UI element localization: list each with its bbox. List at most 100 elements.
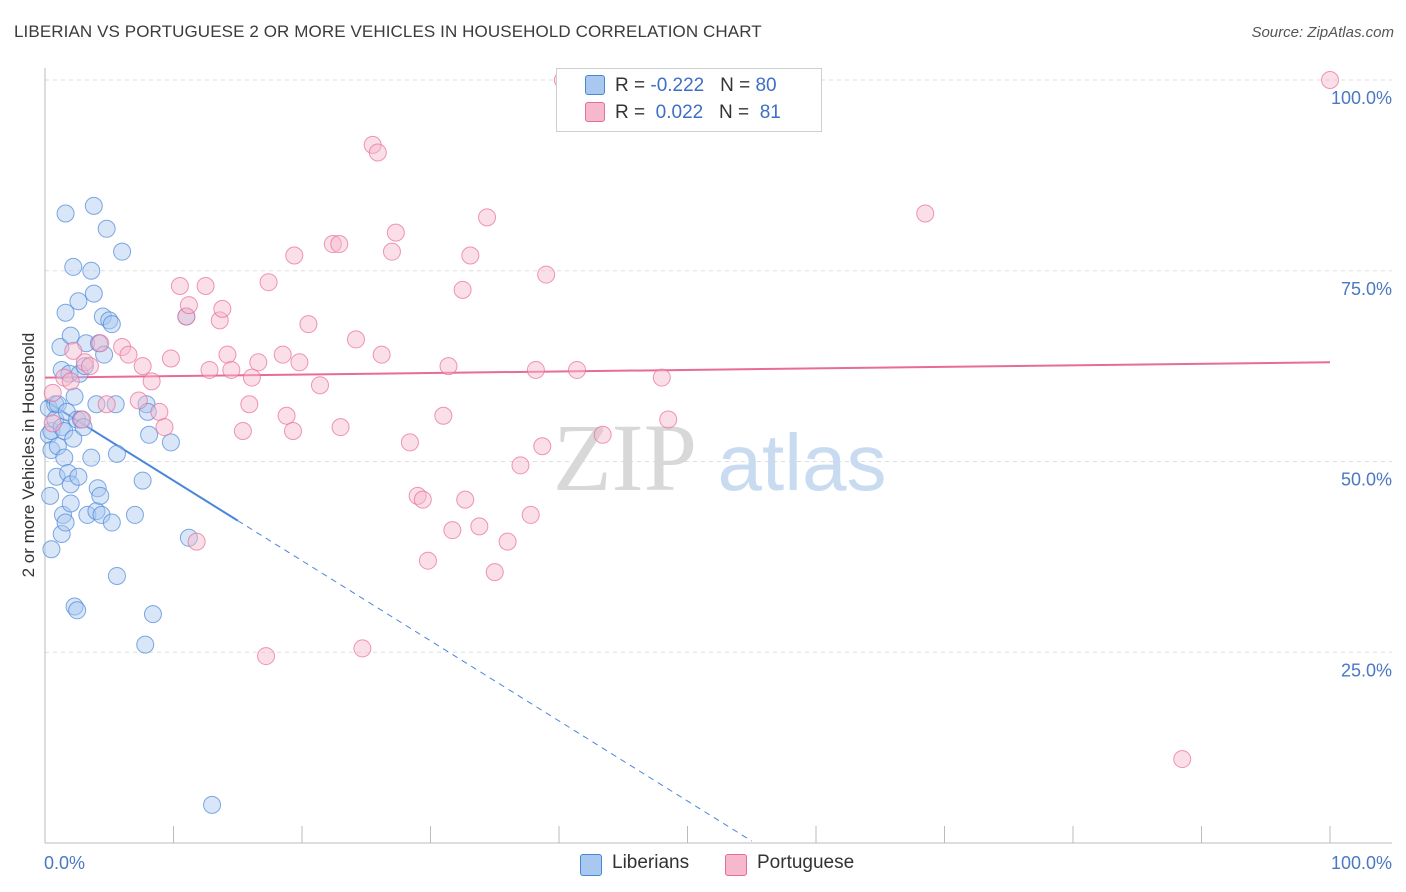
- data-point: [652, 368, 671, 387]
- data-point: [161, 349, 180, 368]
- data-point: [439, 357, 458, 376]
- data-point: [353, 639, 372, 658]
- data-point: [187, 532, 206, 551]
- data-point: [82, 448, 101, 467]
- y-tick-label: 50.0%: [1341, 470, 1392, 490]
- data-point: [143, 605, 162, 624]
- data-point: [161, 433, 180, 452]
- data-point: [413, 490, 432, 509]
- data-point: [75, 357, 94, 376]
- watermark: ZIP atlas: [553, 404, 886, 511]
- data-point: [242, 368, 261, 387]
- n-label: N =: [719, 102, 755, 123]
- data-point: [102, 315, 121, 334]
- data-point: [43, 414, 62, 433]
- data-point: [95, 345, 114, 364]
- data-point: [56, 204, 75, 223]
- r-value: 0.022: [650, 102, 704, 123]
- data-point: [102, 513, 121, 532]
- data-point: [133, 471, 152, 490]
- data-point: [113, 242, 132, 261]
- data-point: [1321, 71, 1339, 89]
- data-point: [346, 330, 365, 349]
- data-point: [470, 517, 489, 536]
- data-point: [41, 486, 60, 505]
- data-point: [142, 372, 161, 391]
- data-point: [521, 505, 540, 524]
- data-point: [461, 246, 480, 265]
- legend-swatch-liberians: [585, 75, 605, 95]
- trend-line-liberians-extension: [237, 520, 753, 842]
- x-tick-label: 100.0%: [1331, 853, 1392, 873]
- data-point: [456, 490, 475, 509]
- data-point: [537, 265, 556, 284]
- data-point: [200, 360, 219, 379]
- data-point: [533, 437, 552, 456]
- legend-swatch-liberians: [580, 854, 602, 876]
- series-legend: Liberians Portuguese: [0, 852, 1406, 878]
- data-point: [61, 372, 80, 391]
- data-point: [400, 433, 419, 452]
- data-point: [240, 395, 259, 414]
- data-point: [330, 235, 349, 254]
- legend-swatch-portuguese: [585, 102, 605, 122]
- data-point: [42, 540, 61, 559]
- correlation-legend: R = -0.222 N = 80 R = 0.022 N = 81: [556, 68, 822, 132]
- chart-title: LIBERIAN VS PORTUGUESE 2 OR MORE VEHICLE…: [14, 22, 762, 41]
- data-point: [284, 421, 303, 440]
- data-point: [443, 521, 462, 540]
- data-point: [82, 261, 101, 280]
- data-point: [43, 383, 62, 402]
- data-point: [273, 345, 292, 364]
- data-point: [140, 425, 159, 444]
- data-point: [177, 307, 196, 326]
- data-point: [498, 532, 517, 551]
- data-point: [56, 513, 75, 532]
- data-point: [73, 410, 92, 429]
- data-point: [511, 456, 530, 475]
- data-point: [97, 219, 116, 238]
- data-point: [453, 280, 472, 299]
- trend-line-portuguese: [44, 361, 1331, 379]
- data-point: [57, 402, 76, 421]
- data-point: [91, 486, 110, 505]
- data-point: [87, 395, 106, 414]
- watermark-atlas: atlas: [718, 418, 887, 507]
- y-tick-label: 100.0%: [1331, 88, 1392, 108]
- data-point: [136, 635, 155, 654]
- data-point: [56, 303, 75, 322]
- data-point: [129, 391, 148, 410]
- data-point: [386, 223, 405, 242]
- r-label: R =: [615, 75, 651, 96]
- data-point: [84, 284, 103, 303]
- data-point: [69, 467, 88, 486]
- legend-label-portuguese: Portuguese: [757, 852, 855, 873]
- data-point: [68, 601, 87, 620]
- tick-labels: 25.0% 50.0% 75.0% 100.0% 0.0% 100.0%: [44, 88, 1392, 873]
- data-point: [249, 353, 268, 372]
- trend-lines: [44, 361, 1331, 842]
- data-point: [65, 387, 84, 406]
- legend-swatch-portuguese: [725, 854, 747, 876]
- data-point: [368, 143, 387, 162]
- data-point: [434, 406, 453, 425]
- data-point: [64, 341, 83, 360]
- data-point: [218, 345, 237, 364]
- data-point: [92, 505, 111, 524]
- data-point: [203, 795, 222, 814]
- data-point: [567, 360, 586, 379]
- legend-label-liberians: Liberians: [612, 852, 690, 873]
- data-point: [91, 334, 110, 353]
- data-point: [61, 475, 80, 494]
- data-point: [213, 299, 232, 318]
- data-point: [78, 505, 97, 524]
- data-point: [310, 376, 329, 395]
- data-point: [210, 311, 229, 330]
- data-point: [485, 563, 504, 582]
- data-point: [382, 242, 401, 261]
- data-point: [97, 395, 116, 414]
- x-tick-label: 0.0%: [44, 853, 85, 873]
- data-point: [259, 273, 278, 292]
- data-point: [233, 421, 252, 440]
